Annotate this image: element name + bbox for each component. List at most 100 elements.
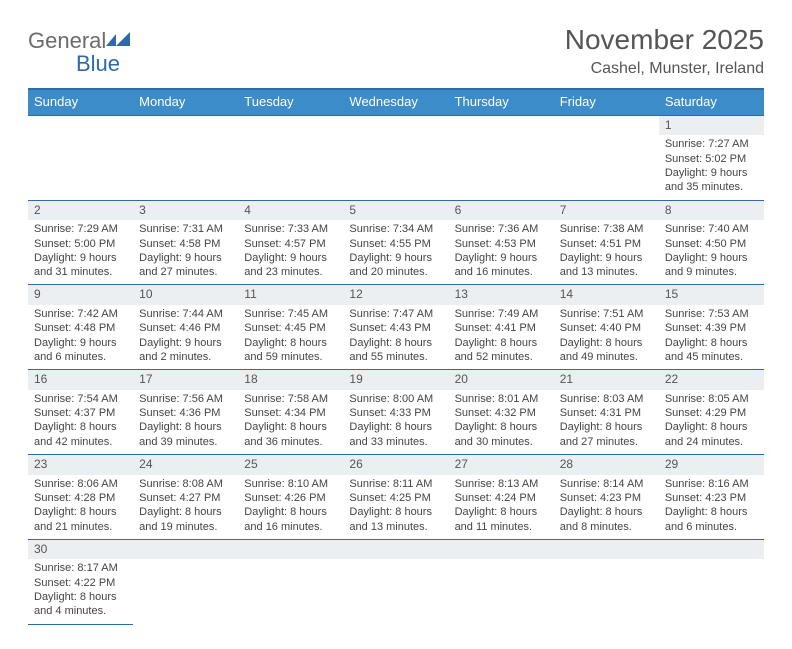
week-row: 16Sunrise: 7:54 AMSunset: 4:37 PMDayligh… [28,370,764,455]
day-info-sunset: Sunset: 4:53 PM [455,237,548,251]
day-number: 11 [238,285,343,305]
day-number: 12 [343,285,448,305]
day-number: 14 [554,285,659,305]
day-info-day1: Daylight: 8 hours [560,420,653,434]
day-info-sunrise: Sunrise: 8:11 AM [349,477,442,491]
day-info-sunset: Sunset: 5:02 PM [665,152,758,166]
day-info-day2: and 27 minutes. [139,265,232,279]
day-info-day2: and 24 minutes. [665,435,758,449]
day-info-day2: and 16 minutes. [455,265,548,279]
day-info-day2: and 49 minutes. [560,350,653,364]
day-info-day1: Daylight: 8 hours [665,420,758,434]
day-info-day1: Daylight: 8 hours [349,505,442,519]
day-info-sunrise: Sunrise: 8:16 AM [665,477,758,491]
day-info-day2: and 55 minutes. [349,350,442,364]
day-cell: 23Sunrise: 8:06 AMSunset: 4:28 PMDayligh… [28,455,133,540]
day-info-sunset: Sunset: 4:48 PM [34,321,127,335]
day-info-sunset: Sunset: 4:29 PM [665,406,758,420]
day-cell: 6Sunrise: 7:36 AMSunset: 4:53 PMDaylight… [449,201,554,286]
day-header: Monday [133,90,238,116]
day-cell: 18Sunrise: 7:58 AMSunset: 4:34 PMDayligh… [238,370,343,455]
month-title: November 2025 [565,24,764,56]
day-number: 28 [554,455,659,475]
empty-daynum [659,540,764,560]
empty-daynum [133,540,238,560]
day-number: 27 [449,455,554,475]
day-info-day1: Daylight: 8 hours [455,505,548,519]
day-info-day1: Daylight: 8 hours [139,505,232,519]
day-number: 15 [659,285,764,305]
day-cell [343,116,448,201]
day-info-sunset: Sunset: 4:33 PM [349,406,442,420]
day-info-day2: and 42 minutes. [34,435,127,449]
day-number: 25 [238,455,343,475]
day-info-sunset: Sunset: 4:45 PM [244,321,337,335]
day-info-day2: and 13 minutes. [349,520,442,534]
day-info-sunset: Sunset: 4:32 PM [455,406,548,420]
day-info-sunset: Sunset: 4:24 PM [455,491,548,505]
day-info-day1: Daylight: 8 hours [34,420,127,434]
logo: General Blue [28,24,130,76]
calendar-grid: Sunday Monday Tuesday Wednesday Thursday… [28,88,764,625]
empty-daynum [238,116,343,136]
day-header: Saturday [659,90,764,116]
calendar-page: General Blue November 2025 Cashel, Munst… [0,0,792,649]
day-number: 9 [28,285,133,305]
day-info-day1: Daylight: 8 hours [34,505,127,519]
day-cell: 5Sunrise: 7:34 AMSunset: 4:55 PMDaylight… [343,201,448,286]
day-info-day1: Daylight: 9 hours [560,251,653,265]
week-row: 9Sunrise: 7:42 AMSunset: 4:48 PMDaylight… [28,285,764,370]
day-info-sunrise: Sunrise: 8:14 AM [560,477,653,491]
day-header: Tuesday [238,90,343,116]
day-info-day2: and 45 minutes. [665,350,758,364]
day-info-day1: Daylight: 9 hours [34,336,127,350]
day-cell: 14Sunrise: 7:51 AMSunset: 4:40 PMDayligh… [554,285,659,370]
day-cell: 24Sunrise: 8:08 AMSunset: 4:27 PMDayligh… [133,455,238,540]
week-row: 1Sunrise: 7:27 AMSunset: 5:02 PMDaylight… [28,116,764,201]
day-number: 16 [28,370,133,390]
day-number: 22 [659,370,764,390]
day-info-sunset: Sunset: 4:46 PM [139,321,232,335]
day-info-day1: Daylight: 8 hours [244,420,337,434]
day-cell [238,116,343,201]
day-info-sunrise: Sunrise: 7:42 AM [34,307,127,321]
day-info-day1: Daylight: 8 hours [34,590,127,604]
day-number: 3 [133,201,238,221]
day-info-sunrise: Sunrise: 7:51 AM [560,307,653,321]
day-number: 6 [449,201,554,221]
empty-daynum [133,116,238,136]
day-info-sunrise: Sunrise: 7:44 AM [139,307,232,321]
day-cell: 22Sunrise: 8:05 AMSunset: 4:29 PMDayligh… [659,370,764,455]
day-info-sunrise: Sunrise: 7:58 AM [244,392,337,406]
day-info-day2: and 36 minutes. [244,435,337,449]
day-info-day1: Daylight: 8 hours [455,336,548,350]
day-info-day2: and 6 minutes. [665,520,758,534]
day-info-day2: and 2 minutes. [139,350,232,364]
day-info-sunrise: Sunrise: 8:03 AM [560,392,653,406]
day-number: 13 [449,285,554,305]
day-info-sunrise: Sunrise: 7:49 AM [455,307,548,321]
day-cell: 8Sunrise: 7:40 AMSunset: 4:50 PMDaylight… [659,201,764,286]
day-info-sunrise: Sunrise: 7:27 AM [665,137,758,151]
day-cell: 20Sunrise: 8:01 AMSunset: 4:32 PMDayligh… [449,370,554,455]
day-info-day2: and 30 minutes. [455,435,548,449]
day-info-sunrise: Sunrise: 7:54 AM [34,392,127,406]
day-info-day1: Daylight: 8 hours [139,420,232,434]
day-info-sunset: Sunset: 4:37 PM [34,406,127,420]
day-info-day2: and 52 minutes. [455,350,548,364]
day-info-sunrise: Sunrise: 8:00 AM [349,392,442,406]
day-info-day1: Daylight: 9 hours [139,336,232,350]
day-info-sunset: Sunset: 4:27 PM [139,491,232,505]
location: Cashel, Munster, Ireland [565,60,764,78]
day-cell [449,116,554,201]
day-info-sunset: Sunset: 4:28 PM [34,491,127,505]
day-info-sunset: Sunset: 4:22 PM [34,576,127,590]
day-info-sunset: Sunset: 4:26 PM [244,491,337,505]
day-number: 5 [343,201,448,221]
day-number: 26 [343,455,448,475]
day-header: Friday [554,90,659,116]
day-info-sunrise: Sunrise: 7:45 AM [244,307,337,321]
day-info-sunset: Sunset: 4:23 PM [560,491,653,505]
day-info-day2: and 21 minutes. [34,520,127,534]
day-info-day2: and 23 minutes. [244,265,337,279]
